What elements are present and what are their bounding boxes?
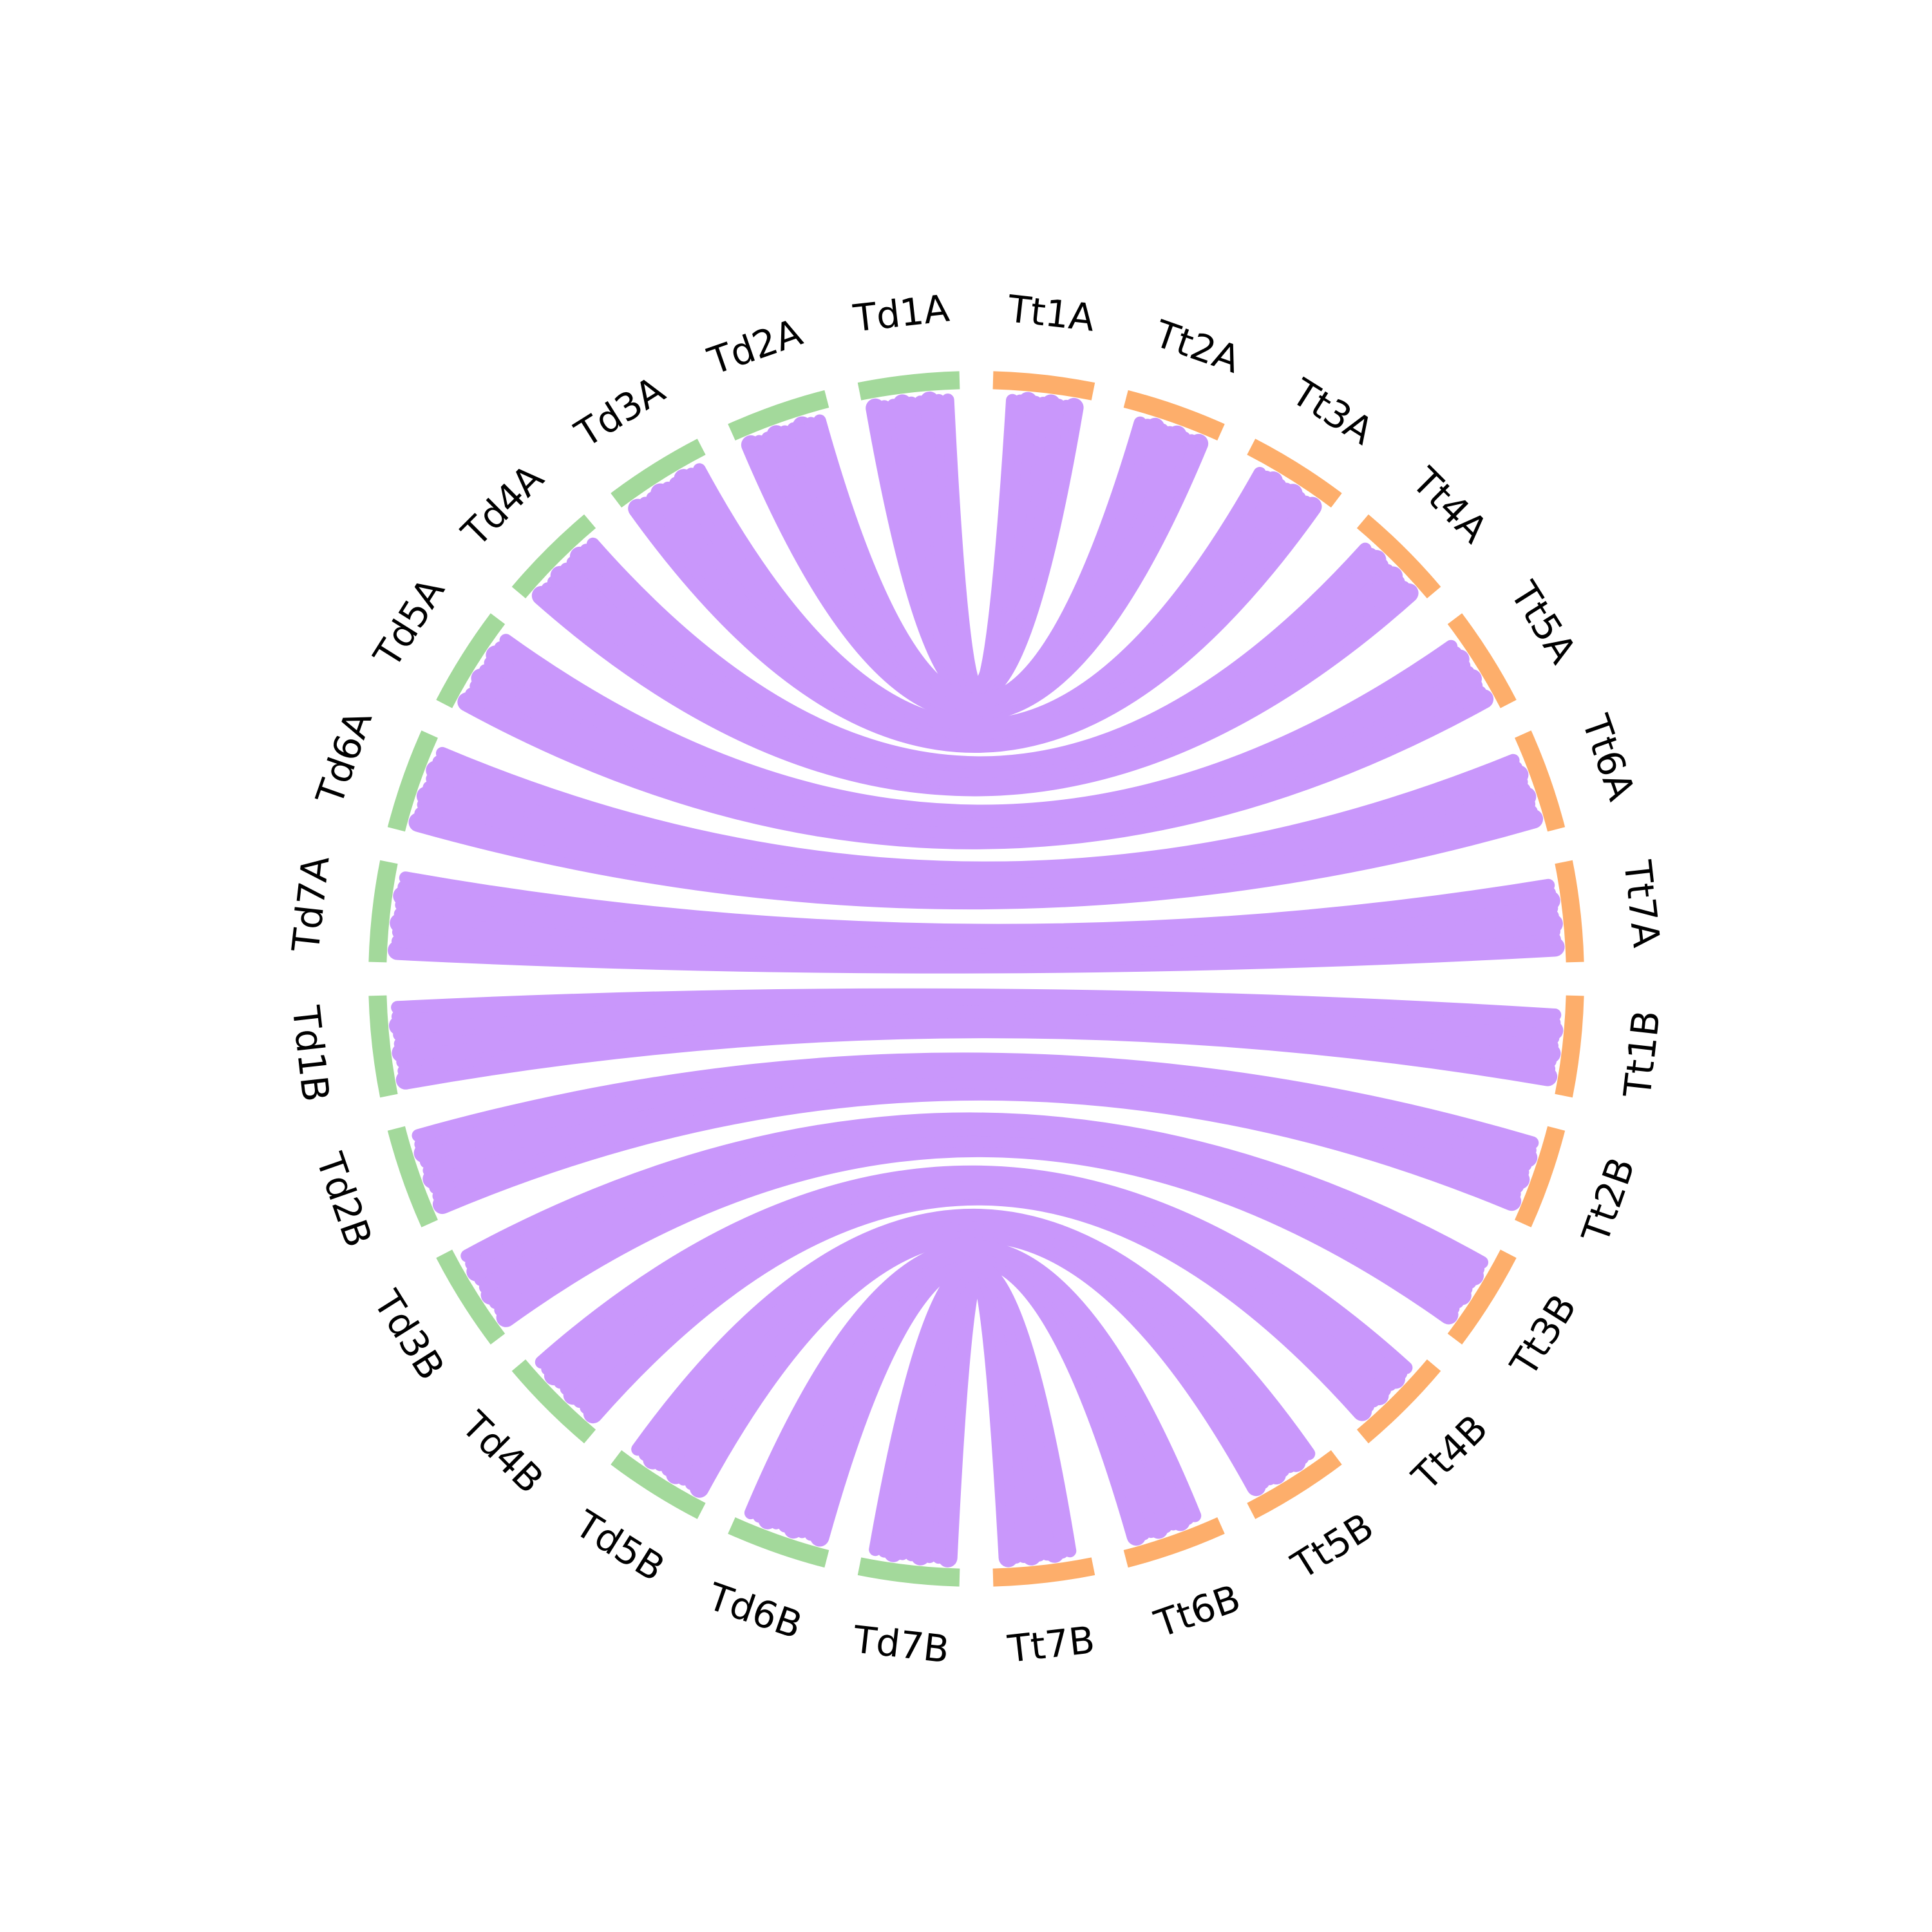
segment-label-tt4b: Tt4B xyxy=(1403,1406,1496,1499)
segment-arc-tt6a xyxy=(1515,730,1566,832)
segment-label-tt6b: Tt6B xyxy=(1149,1576,1246,1646)
link-td6a-tt6a xyxy=(435,746,1520,875)
segment-arc-td4a xyxy=(511,514,596,599)
link-td3a-tt3a xyxy=(693,463,1267,732)
segment-label-tt5a: Tt5A xyxy=(1501,574,1585,671)
segment-label-td2a: Td2A xyxy=(702,310,808,384)
segment-label-td7b: Td7B xyxy=(851,1617,952,1671)
segment-label-tt6a: Tt6A xyxy=(1573,709,1643,806)
segment-arc-tt7a xyxy=(1555,860,1584,963)
link-td4a-tt4a xyxy=(586,537,1372,770)
link-td5b-tt5b xyxy=(631,1208,1316,1461)
segment-arc-td7b xyxy=(857,1557,960,1587)
segment-arc-tt2b xyxy=(1515,1126,1566,1227)
segment-label-td6b: Td6B xyxy=(702,1575,808,1648)
segment-arc-td2b xyxy=(387,1126,438,1227)
segment-label-tt3b: Tt3B xyxy=(1501,1287,1585,1384)
segment-label-td5a: Td5A xyxy=(365,570,453,675)
segment-arc-td5b xyxy=(611,1450,706,1519)
segment-arc-tt7b xyxy=(992,1557,1095,1587)
segment-label-tt5b: Tt5B xyxy=(1283,1504,1381,1588)
link-td3b-tt3b xyxy=(460,1112,1488,1269)
segment-arc-tt3b xyxy=(1447,1249,1517,1345)
link-td2b-tt2b xyxy=(412,1052,1539,1150)
segment-arc-td3a xyxy=(611,439,706,508)
segment-label-td3a: Td3A xyxy=(567,368,672,456)
segment-arc-td1b xyxy=(368,995,398,1098)
segment-arc-td6a xyxy=(387,730,438,832)
links-layer xyxy=(388,391,1565,1567)
segment-arc-tt4b xyxy=(1356,1359,1441,1444)
segment-label-td7a: Td7A xyxy=(283,854,337,955)
link-td1a-tt1a xyxy=(941,393,1019,696)
segment-label-tt4a: Tt4A xyxy=(1403,459,1496,551)
segment-arc-td4b xyxy=(511,1359,596,1444)
segment-label-tt1a: Tt1A xyxy=(1005,287,1097,340)
segment-label-td1b: Td1B xyxy=(283,1003,337,1104)
segment-label-td2b: Td2B xyxy=(307,1147,381,1253)
segment-label-tt2a: Tt2A xyxy=(1149,312,1246,382)
link-td7b-tt7b xyxy=(869,1258,1077,1558)
segment-label-td1a: Td1A xyxy=(851,286,952,340)
link-td4b-tt4b xyxy=(535,1165,1413,1374)
link-td6b-tt6b xyxy=(744,1240,1202,1522)
link-td1b-tt1b xyxy=(391,988,1562,1021)
segment-arc-td1a xyxy=(857,371,960,401)
segment-label-td6a: Td6A xyxy=(307,705,381,811)
segment-label-tt7a: Tt7A xyxy=(1615,858,1669,950)
segment-arc-td3b xyxy=(436,1249,506,1345)
segment-label-td4a: Td4A xyxy=(453,456,552,555)
segment-label-tt7b: Tt7B xyxy=(1005,1618,1097,1671)
segment-arc-tt3a xyxy=(1247,439,1342,508)
link-td7a-tt7a xyxy=(399,871,1555,937)
segment-arc-tt2a xyxy=(1123,390,1225,440)
segment-arc-td5a xyxy=(436,613,506,708)
segment-arc-tt5b xyxy=(1247,1450,1342,1519)
segment-label-tt2b: Tt2B xyxy=(1573,1152,1643,1249)
segment-label-td3b: Td3B xyxy=(365,1282,453,1387)
segment-arc-td6b xyxy=(728,1517,829,1568)
segment-label-tt1b: Tt1B xyxy=(1615,1009,1669,1101)
segment-label-td4b: Td4B xyxy=(453,1403,552,1502)
segment-arc-tt5a xyxy=(1447,613,1517,708)
segment-arc-tt1a xyxy=(992,371,1095,401)
segment-label-tt3a: Tt3A xyxy=(1283,370,1381,453)
segment-arc-tt6b xyxy=(1123,1517,1225,1568)
segment-label-td5b: Td5B xyxy=(567,1502,672,1590)
segment-arc-tt4a xyxy=(1356,514,1441,599)
segments-layer xyxy=(368,371,1584,1587)
link-td2a-tt2a xyxy=(813,414,1147,707)
segment-arc-tt1b xyxy=(1555,995,1584,1098)
segment-arc-td7a xyxy=(368,860,398,963)
segment-arc-td2a xyxy=(728,390,829,440)
link-td5a-tt5a xyxy=(499,634,1458,818)
